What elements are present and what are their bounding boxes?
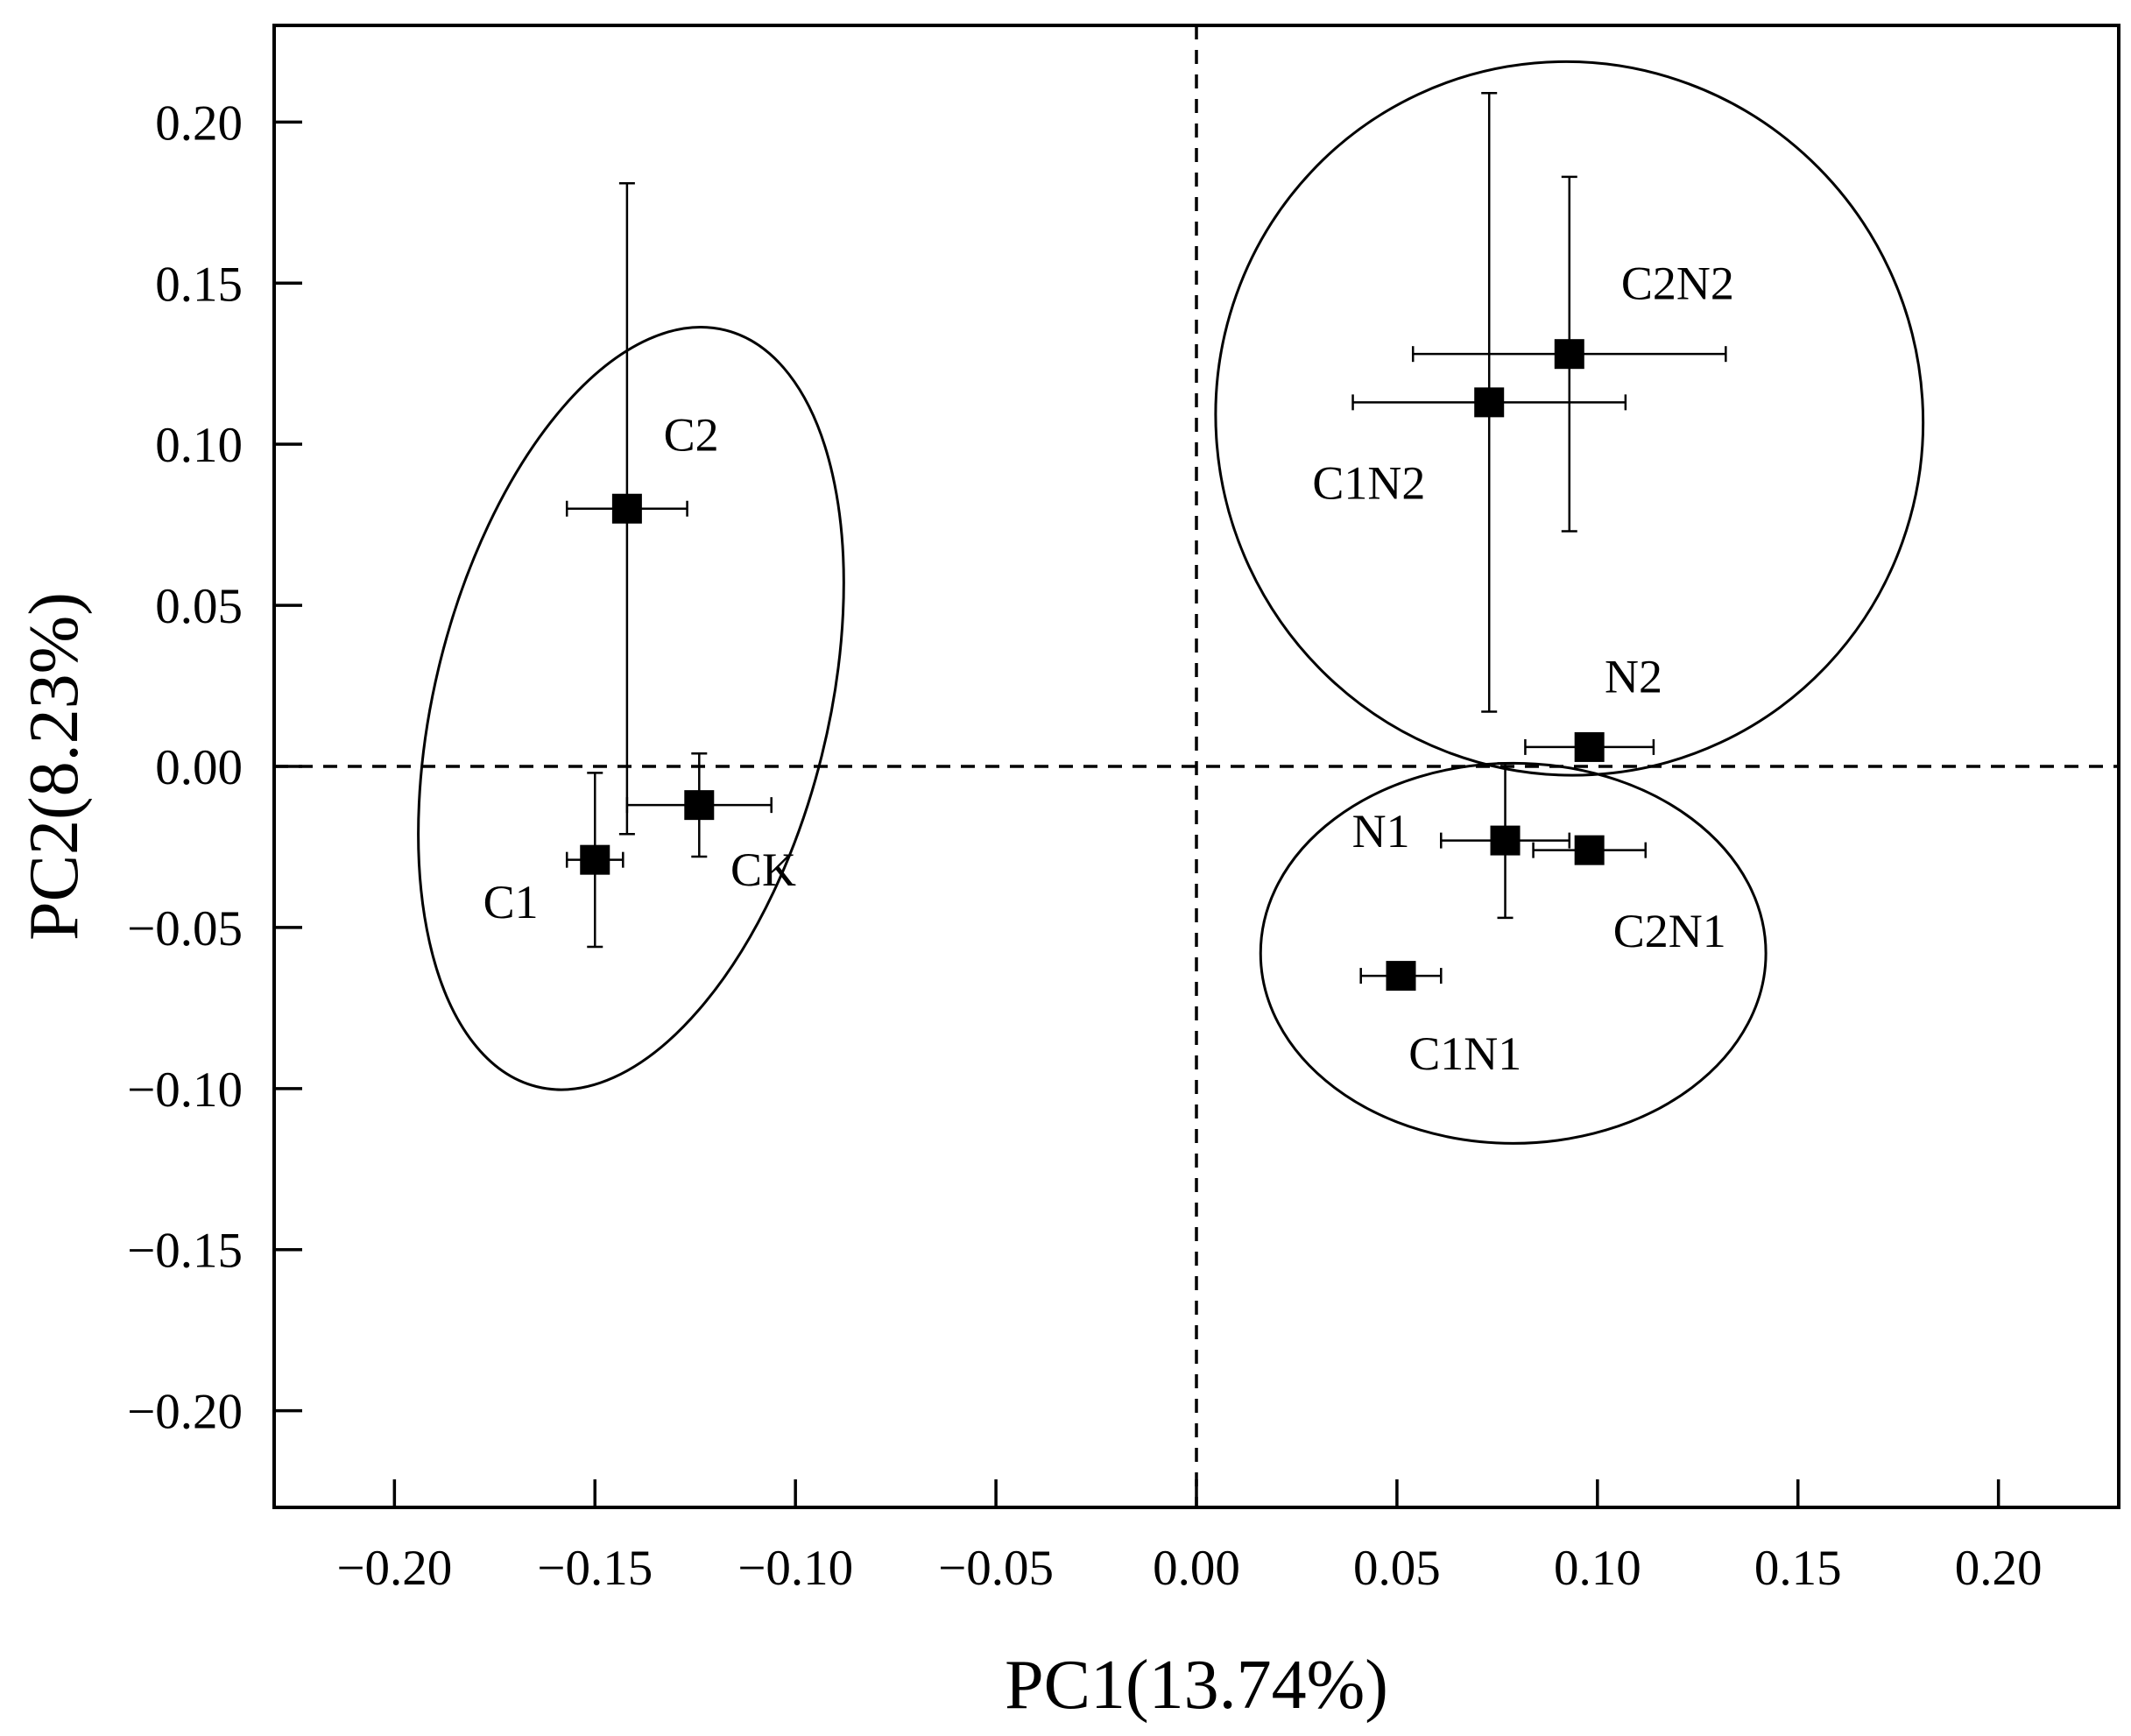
x-tick-label: 0.20 bbox=[1955, 1541, 2043, 1596]
y-tick-label: 0.05 bbox=[155, 579, 243, 634]
data-point-n1 bbox=[1490, 825, 1521, 856]
x-tick-label: −0.15 bbox=[537, 1541, 653, 1596]
y-axis-title: PC2(8.23%) bbox=[16, 592, 93, 941]
data-point-n2 bbox=[1574, 731, 1605, 762]
point-label-c1n2: C1N2 bbox=[1312, 457, 1425, 510]
y-tick-label: −0.20 bbox=[127, 1385, 243, 1440]
y-tick-label: −0.10 bbox=[127, 1062, 243, 1118]
y-tick-label: 0.10 bbox=[155, 418, 243, 473]
point-label-c2: C2 bbox=[664, 409, 719, 462]
x-axis-ticks: −0.20 −0.15 −0.10 −0.05 0.00 0.05 0.10 0.15 0.20 bbox=[336, 1479, 2043, 1596]
point-label-ck: CK bbox=[730, 843, 796, 896]
x-tick-label: 0.10 bbox=[1554, 1541, 1641, 1596]
x-tick-label: −0.20 bbox=[336, 1541, 452, 1596]
y-axis-ticks: −0.20 −0.15 −0.10 −0.05 0.00 0.05 0.10 0.15 0.20 bbox=[127, 95, 302, 1440]
x-tick-label: −0.10 bbox=[737, 1541, 853, 1596]
x-tick-label: 0.15 bbox=[1754, 1541, 1842, 1596]
x-tick-label: −0.05 bbox=[938, 1541, 1054, 1596]
y-tick-label: 0.15 bbox=[155, 257, 243, 312]
data-point-c2n1 bbox=[1574, 835, 1605, 865]
x-axis-title: PC1(13.74%) bbox=[1005, 1647, 1388, 1724]
point-label-c2n2: C2N2 bbox=[1621, 258, 1734, 310]
point-label-n2: N2 bbox=[1605, 650, 1662, 702]
group-ellipse-2 bbox=[1214, 60, 1925, 777]
data-point-c2n2 bbox=[1554, 339, 1584, 370]
point-label-c1n1: C1N1 bbox=[1408, 1027, 1521, 1080]
data-point-c1n2 bbox=[1474, 387, 1505, 418]
group-ellipse-3 bbox=[1259, 761, 1768, 1145]
point-label-c1: C1 bbox=[483, 876, 539, 928]
point-label-n1: N1 bbox=[1352, 805, 1410, 857]
data-point-c1n1 bbox=[1386, 961, 1416, 991]
x-tick-label: 0.05 bbox=[1353, 1541, 1441, 1596]
group-ellipses bbox=[417, 60, 1925, 1145]
data-point-c2 bbox=[611, 493, 642, 524]
y-tick-label: −0.15 bbox=[127, 1224, 243, 1279]
data-points bbox=[580, 339, 1605, 991]
y-tick-label: 0.00 bbox=[155, 740, 243, 795]
reference-lines bbox=[274, 25, 2119, 1507]
data-point-c1 bbox=[580, 844, 610, 875]
point-labels: C2 CK C1 C1N2 C2N2 N2 N1 C2N1 C1N1 bbox=[483, 258, 1734, 1080]
y-tick-label: −0.05 bbox=[127, 901, 243, 956]
data-point-ck bbox=[684, 790, 715, 821]
point-label-c2n1: C2N1 bbox=[1613, 905, 1726, 957]
y-tick-label: 0.20 bbox=[155, 95, 243, 151]
group-ellipse-1 bbox=[417, 326, 845, 1091]
x-tick-label: 0.00 bbox=[1153, 1541, 1240, 1596]
